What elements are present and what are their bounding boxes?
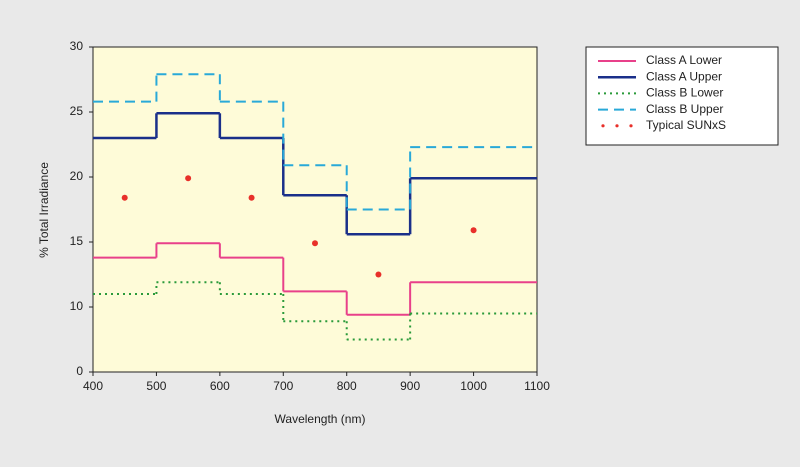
y-tick-label: 25 — [70, 104, 84, 118]
y-tick-label: 0 — [76, 364, 83, 378]
legend-swatch — [629, 124, 633, 128]
y-tick-label: 30 — [70, 39, 84, 53]
point — [470, 227, 477, 234]
y-tick-label: 10 — [70, 299, 84, 313]
y-tick-label: 15 — [70, 234, 84, 248]
y-tick-label: 20 — [70, 169, 84, 183]
x-tick-label: 800 — [337, 379, 357, 393]
legend-label: Class A Upper — [646, 69, 722, 83]
legend-label: Typical SUNxS — [646, 118, 726, 132]
x-tick-label: 900 — [400, 379, 420, 393]
plot-area — [92, 46, 538, 373]
legend-label: Class B Upper — [646, 102, 723, 116]
point — [185, 175, 192, 182]
x-tick-label: 1100 — [524, 379, 550, 393]
legend-swatch — [615, 124, 619, 128]
point — [121, 194, 128, 201]
point — [248, 194, 255, 201]
x-tick-label: 1000 — [460, 379, 487, 393]
x-tick-label: 400 — [83, 379, 103, 393]
legend-label: Class A Lower — [646, 53, 722, 67]
x-tick-label: 700 — [273, 379, 293, 393]
y-axis-label: % Total Irradiance — [37, 162, 51, 258]
x-axis-label: Wavelength (nm) — [275, 412, 366, 426]
point — [312, 240, 318, 247]
legend — [585, 46, 779, 146]
x-tick-label: 600 — [210, 379, 230, 393]
point — [375, 271, 382, 278]
legend-label: Class B Lower — [646, 86, 723, 100]
legend-swatch — [601, 124, 605, 128]
x-tick-label: 500 — [146, 379, 166, 393]
